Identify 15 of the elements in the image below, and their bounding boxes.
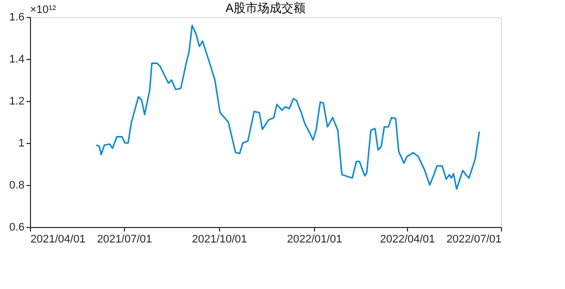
y-tick-label: 1.6 bbox=[9, 12, 24, 24]
y-tick-label: 1 bbox=[18, 138, 24, 150]
x-tick-label: 2021/04/01 bbox=[30, 234, 86, 246]
x-tick-label: 2022/04/01 bbox=[380, 234, 436, 246]
x-tick-label: 2021/07/01 bbox=[96, 234, 152, 246]
line-series bbox=[95, 24, 480, 190]
x-tick-label: 2022/01/01 bbox=[287, 234, 342, 246]
text: ×10¹² bbox=[30, 4, 56, 16]
y-tick-label: 0.6 bbox=[9, 222, 24, 234]
y-tick-label: 1.2 bbox=[9, 96, 24, 108]
x-tick-label: 2021/10/01 bbox=[192, 234, 248, 246]
y-tick-label: 0.8 bbox=[9, 180, 24, 192]
y-tick-label: 1.4 bbox=[9, 54, 24, 66]
x-tick-label: 2022/07/01 bbox=[446, 234, 502, 246]
chart-title: A股市场成交额 bbox=[225, 1, 306, 15]
